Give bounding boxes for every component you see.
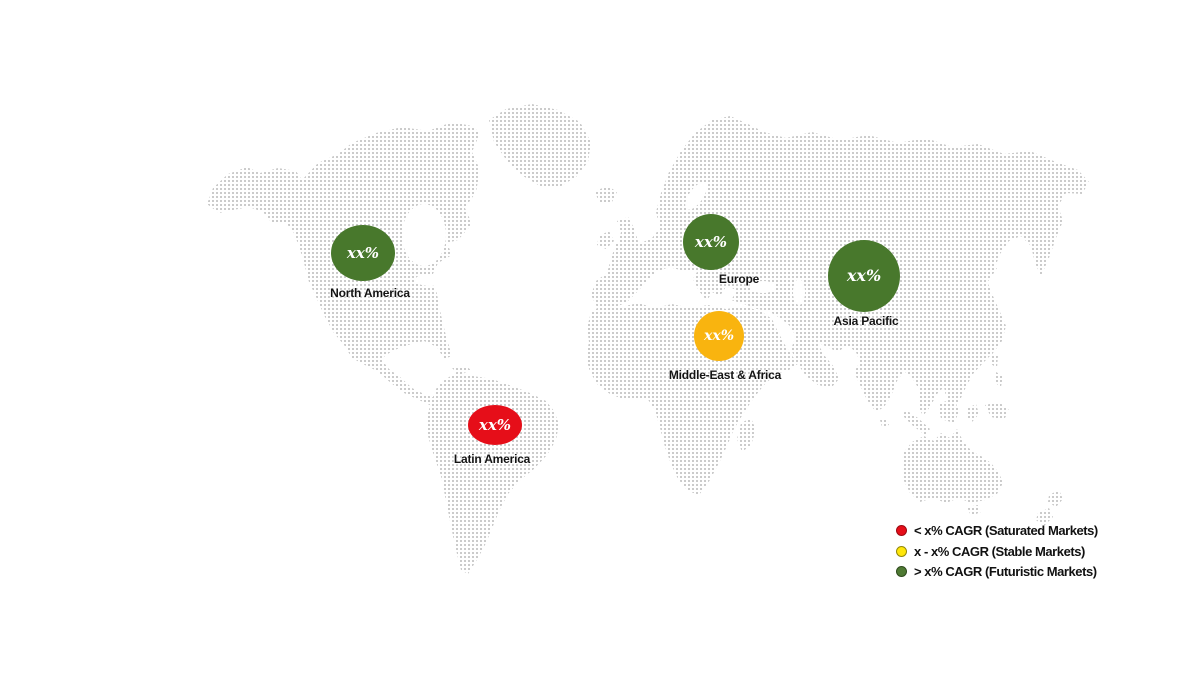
- islands-philippines: [991, 353, 1003, 387]
- region-label-asia-pacific: Asia Pacific: [833, 314, 899, 328]
- legend-dot-red-icon: [896, 525, 907, 536]
- islands-new-zealand: [1036, 490, 1063, 526]
- island-greenland: [489, 104, 591, 188]
- bubble-north-america: xx%: [331, 225, 395, 281]
- bubble-value-north-america: xx%: [346, 243, 380, 262]
- island-sumatra: [902, 410, 930, 435]
- bubble-europe: xx%: [683, 214, 739, 270]
- bubble-latin-america: xx%: [468, 405, 522, 445]
- continent-africa: [586, 303, 799, 495]
- island-madagascar: [737, 418, 756, 452]
- legend-label-saturated: < x% CAGR (Saturated Markets): [914, 523, 1098, 538]
- hudson-bay: [402, 204, 446, 266]
- legend-dot-yellow-icon: [896, 545, 907, 557]
- island-sri-lanka: [880, 418, 889, 427]
- bubble-asia-pacific: xx%: [828, 240, 900, 312]
- continent-australia: [903, 429, 1003, 503]
- bubble-value-asia-pacific: xx%: [846, 266, 882, 285]
- baltic-sea: [685, 182, 707, 210]
- region-label-europe: Europe: [718, 272, 760, 286]
- legend-item-futuristic: > x% CAGR (Futuristic Markets): [896, 564, 1098, 579]
- legend-label-stable: x - x% CAGR (Stable Markets): [914, 543, 1085, 559]
- black-sea: [750, 281, 776, 293]
- caspian-sea: [793, 279, 805, 305]
- island-borneo: [938, 399, 960, 423]
- region-label-middle-east-africa: Middle-East & Africa: [668, 368, 782, 382]
- bubble-value-middle-east-africa: xx%: [704, 328, 734, 344]
- continent-south-america: [427, 372, 559, 574]
- great-lakes: [415, 274, 445, 286]
- legend-item-saturated: < x% CAGR (Saturated Markets): [896, 523, 1098, 538]
- island-ireland: [597, 231, 614, 249]
- bubble-value-europe: xx%: [694, 232, 728, 251]
- islands-japan: [959, 263, 997, 308]
- legend: < x% CAGR (Saturated Markets) x - x% CAG…: [896, 523, 1098, 585]
- peninsula-italy: [693, 272, 712, 301]
- island-iceland: [595, 186, 617, 203]
- region-label-north-america: North America: [330, 286, 410, 300]
- island-new-guinea: [985, 402, 1009, 420]
- region-label-latin-america: Latin America: [453, 452, 531, 466]
- island-tasmania: [967, 505, 981, 516]
- bubble-middle-east-africa: xx%: [694, 311, 744, 361]
- legend-label-futuristic: > x% CAGR (Futuristic Markets): [914, 564, 1097, 579]
- island-cuba: [452, 366, 472, 374]
- legend-dot-green-icon: [896, 566, 907, 577]
- island-sulawesi: [966, 404, 979, 422]
- legend-item-stable: x - x% CAGR (Stable Markets): [896, 544, 1098, 559]
- bubble-value-latin-america: xx%: [478, 415, 512, 434]
